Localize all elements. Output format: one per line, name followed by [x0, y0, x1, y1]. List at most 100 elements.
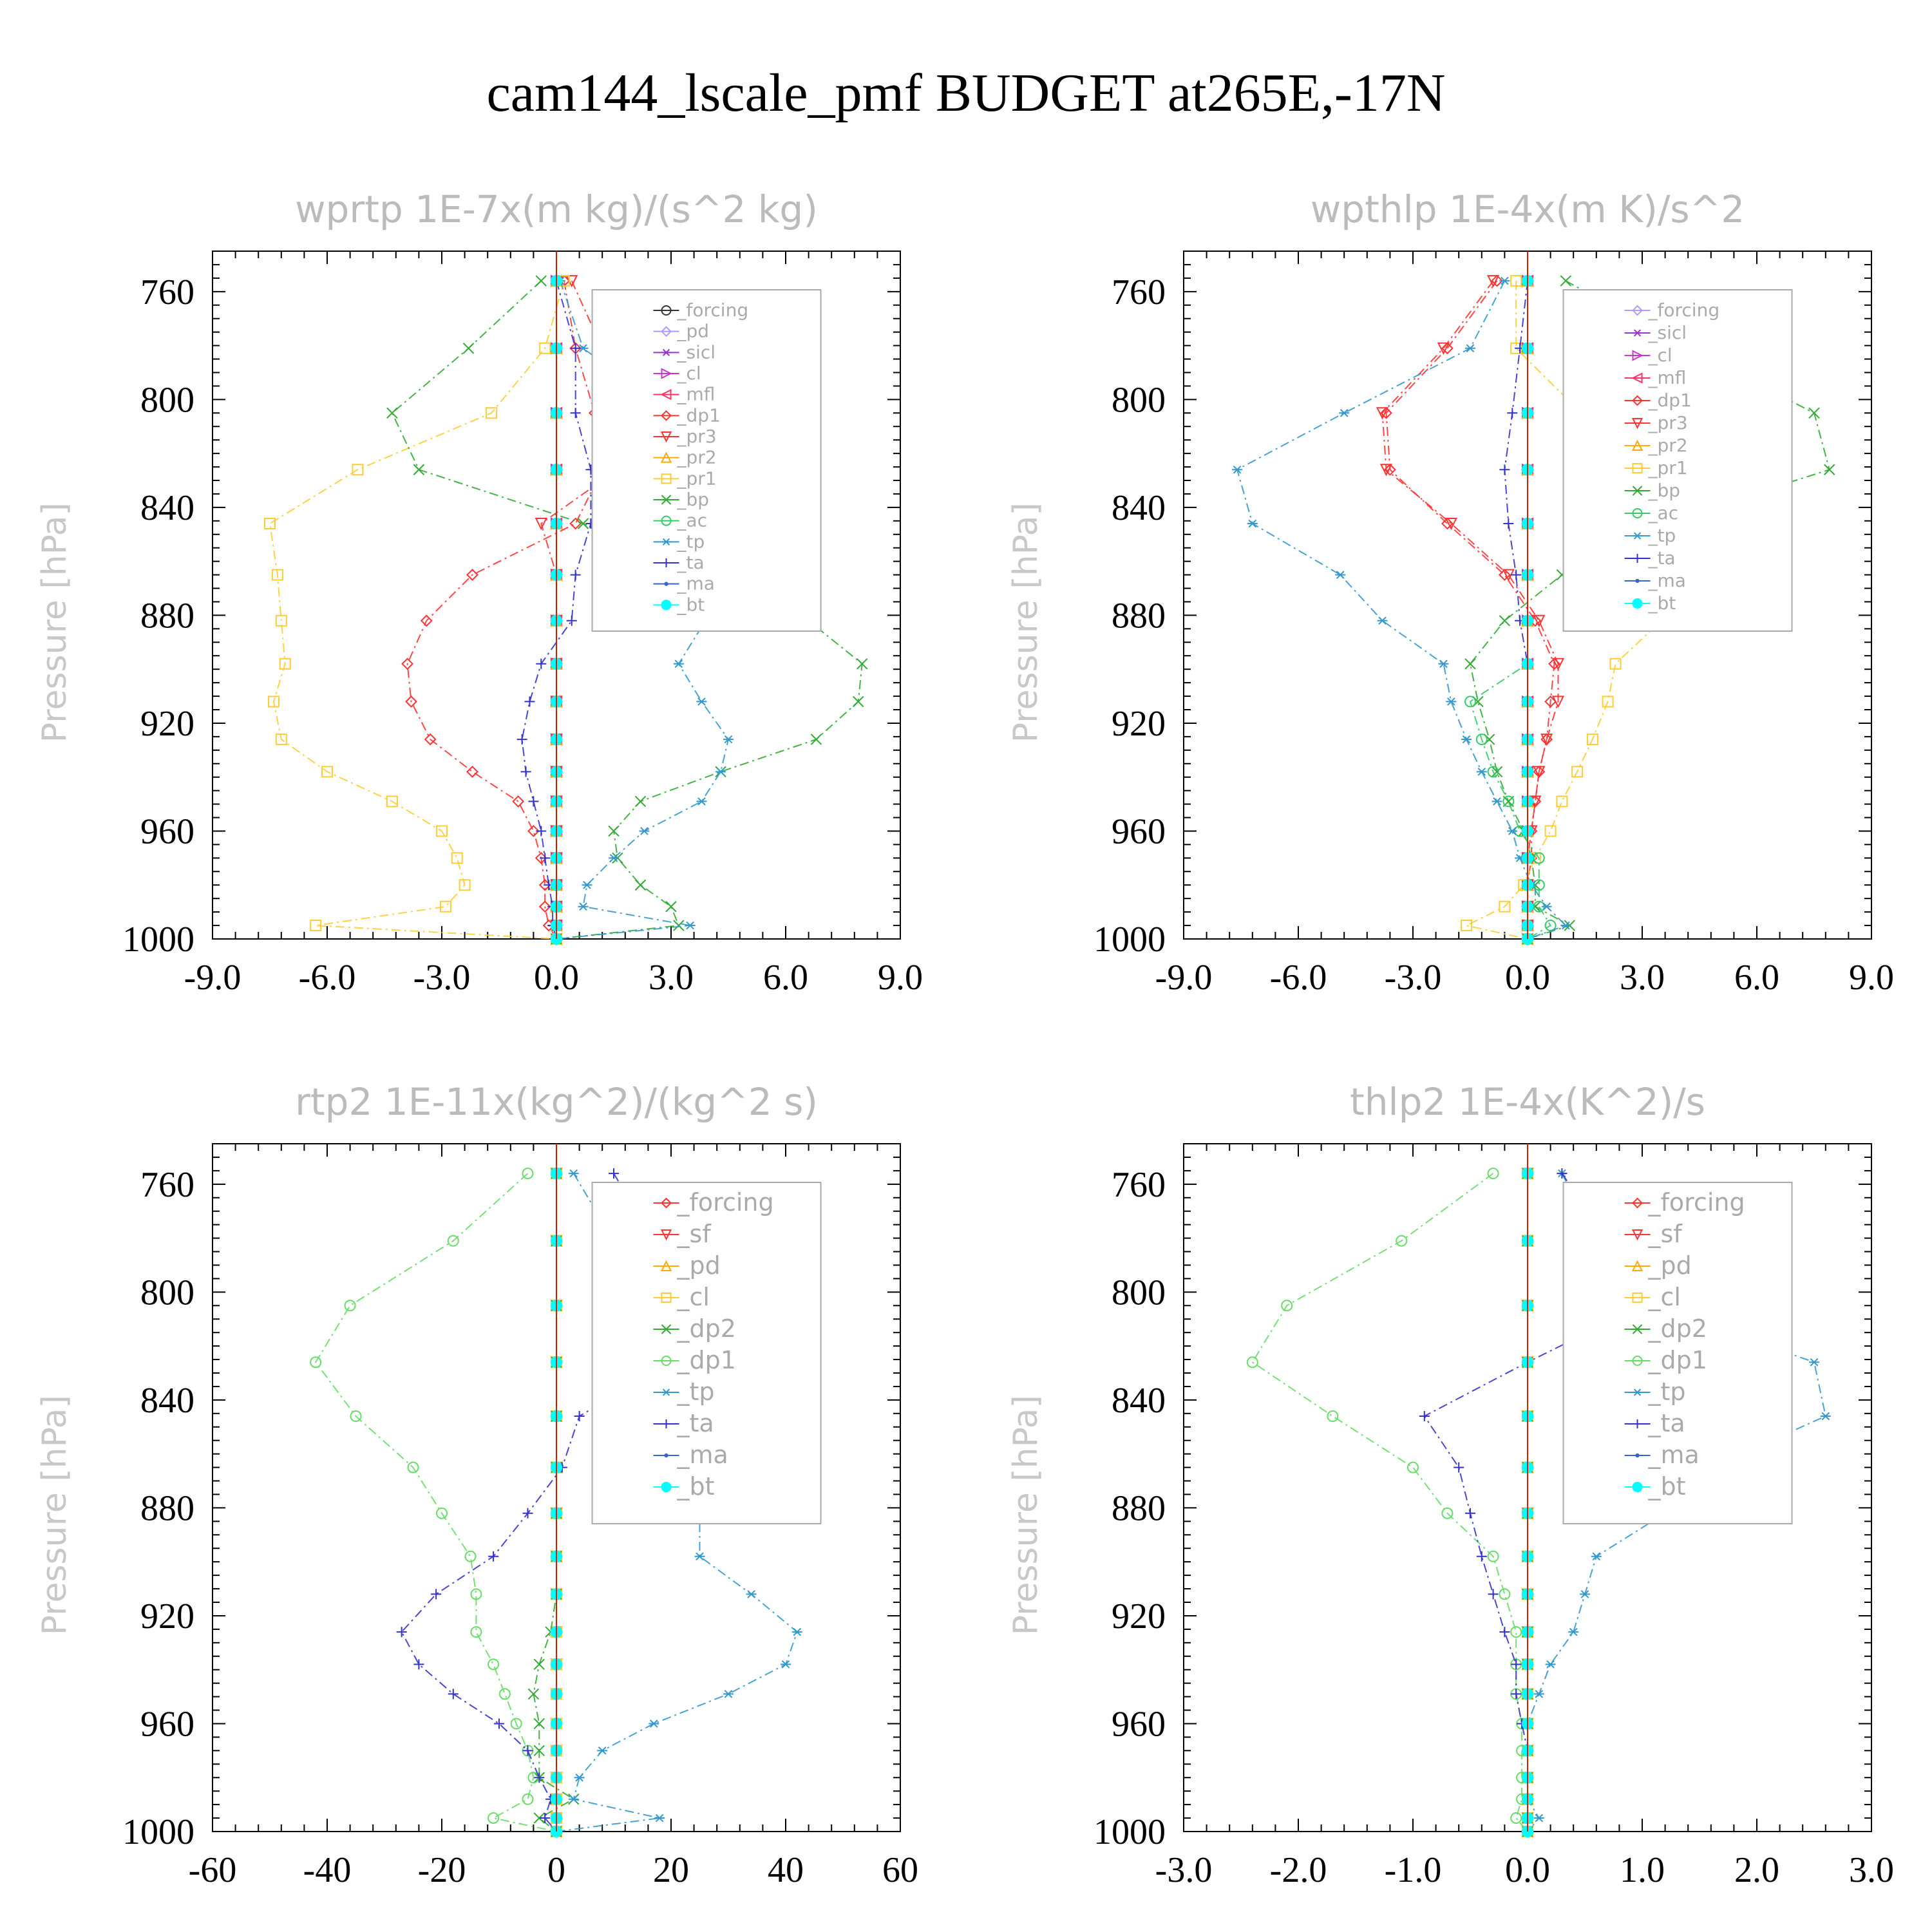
data-point [661, 348, 671, 356]
data-point [1632, 1481, 1643, 1493]
data-point [321, 766, 333, 778]
data-point [1632, 305, 1643, 316]
data-point [1281, 1300, 1293, 1312]
data-point [608, 825, 620, 837]
data-point [634, 879, 647, 891]
data-point [1499, 615, 1511, 627]
y-tick-label: 1000 [1094, 920, 1166, 960]
data-point [1541, 902, 1552, 911]
data-point [533, 1658, 545, 1671]
data-point [1544, 825, 1557, 837]
data-point [1545, 1660, 1556, 1669]
panel-title: wprtp 1E-7x(m kg)/(s^2 kg) [295, 187, 818, 231]
data-point [661, 1324, 672, 1334]
series-dp1 [310, 1168, 562, 1837]
data-point [661, 305, 672, 316]
y-axis-label: Pressure [hPa] [35, 502, 74, 743]
legend-label: _sicl [1648, 322, 1687, 343]
data-point [522, 1745, 533, 1756]
data-point [715, 768, 726, 776]
data-point [1499, 276, 1510, 285]
data-point [462, 343, 475, 354]
y-tick-label: 960 [140, 811, 194, 851]
data-point [1396, 1235, 1408, 1247]
data-point [1246, 1356, 1258, 1368]
data-point [1511, 1659, 1522, 1670]
data-point [1533, 1690, 1544, 1698]
data-point [660, 451, 672, 463]
data-point [424, 733, 437, 746]
y-tick-label: 960 [140, 1704, 194, 1744]
data-point [577, 518, 589, 529]
data-point [723, 735, 734, 744]
data-point [665, 901, 677, 913]
data-point [566, 615, 577, 626]
legend: _forcing_pd_sicl_cl_mfl_dp1_pr3_pr2_pr1_… [591, 289, 822, 632]
data-point [520, 766, 531, 777]
data-point [661, 515, 672, 526]
x-tick-label: 9.0 [1849, 958, 1894, 998]
data-point [1510, 1626, 1522, 1638]
x-tick-label: 20 [653, 1850, 689, 1890]
data-point [1476, 1551, 1487, 1562]
data-point [1492, 797, 1502, 806]
data-point [1507, 827, 1518, 835]
series-ac [1464, 275, 1557, 945]
data-point [488, 1551, 499, 1562]
legend-label: _cl [1648, 345, 1672, 366]
y-tick-label: 760 [1112, 1165, 1166, 1205]
data-point [271, 569, 283, 581]
data-point [516, 734, 527, 745]
y-tick-label: 960 [1112, 811, 1166, 851]
data-point [1446, 697, 1457, 706]
data-point [396, 1627, 407, 1638]
y-tick-label: 800 [1112, 380, 1166, 420]
data-point [1824, 464, 1835, 475]
x-tick-label: 2.0 [1734, 1850, 1779, 1890]
x-tick-label: 3.0 [649, 958, 694, 998]
data-point [1533, 852, 1545, 864]
x-tick-label: -6.0 [1270, 958, 1327, 998]
data-point [1511, 569, 1522, 580]
data-point [1339, 408, 1350, 417]
data-point [1632, 1324, 1643, 1334]
series-dp1 [1380, 274, 1560, 945]
legend-label: _ac [677, 510, 708, 531]
data-point [1635, 1453, 1640, 1458]
data-point [536, 658, 547, 669]
series-line [1423, 1173, 1643, 1832]
data-point [540, 853, 551, 864]
panel-title: rtp2 1E-11x(kg^2)/(kg^2 s) [295, 1080, 818, 1124]
series-line [269, 280, 565, 940]
data-point [275, 734, 287, 746]
legend-box [1562, 1182, 1793, 1524]
data-point [1632, 1356, 1643, 1366]
legend-label: _bt [677, 594, 705, 615]
series-dp1 [1246, 1168, 1533, 1837]
data-point [570, 569, 581, 580]
data-point [1632, 395, 1643, 406]
x-tick-label: 0.0 [1505, 958, 1550, 998]
data-point [1631, 1229, 1643, 1241]
data-point [436, 1507, 448, 1519]
x-tick-label: 0.0 [1505, 1850, 1550, 1890]
y-tick-label: 1000 [122, 920, 194, 960]
x-tick-label: 1.0 [1620, 1850, 1665, 1890]
data-point [661, 326, 672, 337]
x-tick-label: 60 [882, 1850, 918, 1890]
y-axis-label: Pressure [hPa] [35, 1395, 74, 1635]
legend-label: _bt [1648, 1472, 1686, 1501]
data-point [536, 826, 547, 837]
legend: _forcing _sf _pd _cl _dp2 _dp1 _tp _ta _ma _bt [1562, 1182, 1793, 1524]
legend-label: _forcing [677, 1188, 774, 1217]
data-point [570, 343, 581, 354]
data-point [661, 558, 671, 567]
data-point [522, 1508, 533, 1519]
data-point [661, 495, 672, 505]
data-point [451, 852, 463, 864]
series-line [1504, 280, 1528, 939]
legend-label: _forcing [1648, 299, 1720, 321]
data-point [498, 1688, 511, 1700]
series-dp1 [401, 274, 609, 945]
series-line [1236, 280, 1567, 940]
